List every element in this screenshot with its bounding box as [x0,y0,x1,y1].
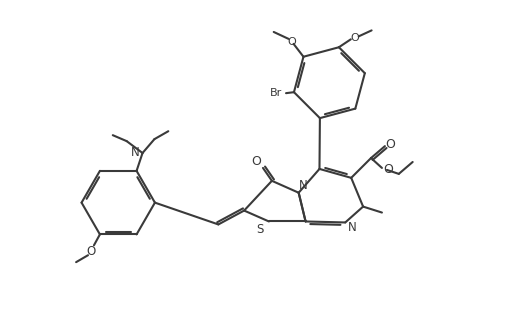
Text: O: O [86,245,96,258]
Text: O: O [251,155,261,169]
Text: O: O [350,33,359,43]
Text: O: O [385,138,395,151]
Text: N: N [131,145,140,159]
Text: O: O [287,37,296,47]
Text: O: O [383,163,393,177]
Text: N: N [299,179,308,192]
Text: Br: Br [270,88,282,98]
Text: N: N [348,221,357,234]
Text: S: S [256,223,264,236]
